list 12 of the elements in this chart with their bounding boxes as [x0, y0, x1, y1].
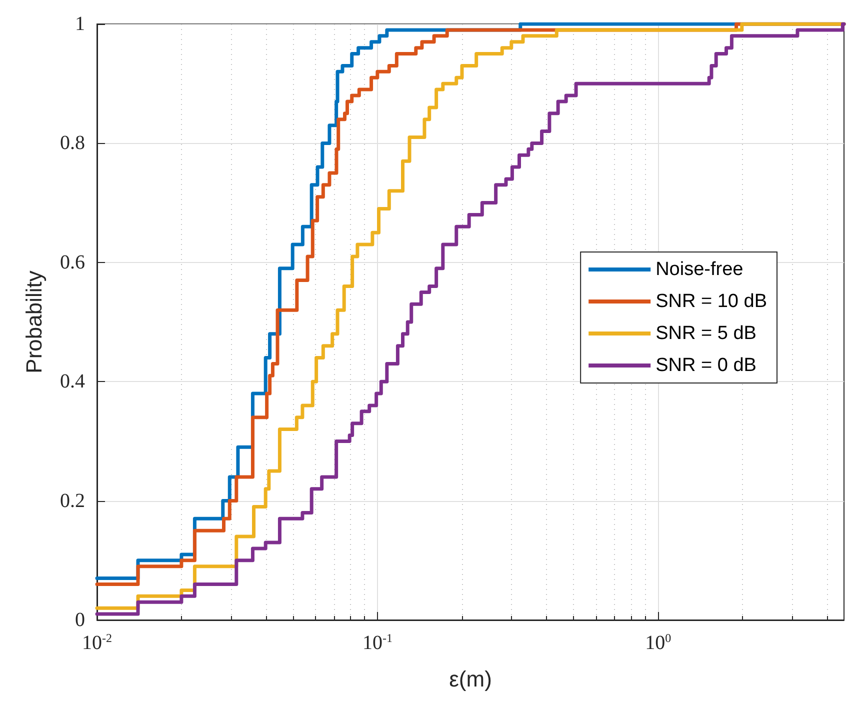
y-tick-label: 0.8 — [60, 132, 85, 154]
legend-label: Noise-free — [656, 259, 744, 280]
legend-label: SNR = 10 dB — [656, 291, 767, 312]
legend-label: SNR = 5 dB — [656, 323, 756, 344]
y-tick-label: 1 — [75, 13, 85, 35]
x-axis-title: ε(m) — [449, 666, 492, 692]
y-tick-label: 0.4 — [60, 370, 85, 393]
y-tick-label: 0.6 — [60, 251, 85, 274]
legend-label: SNR = 0 dB — [656, 355, 756, 376]
y-tick-label: 0 — [75, 609, 85, 631]
y-axis-title: Probability — [22, 270, 46, 374]
y-tick-label: 0.2 — [60, 490, 85, 512]
